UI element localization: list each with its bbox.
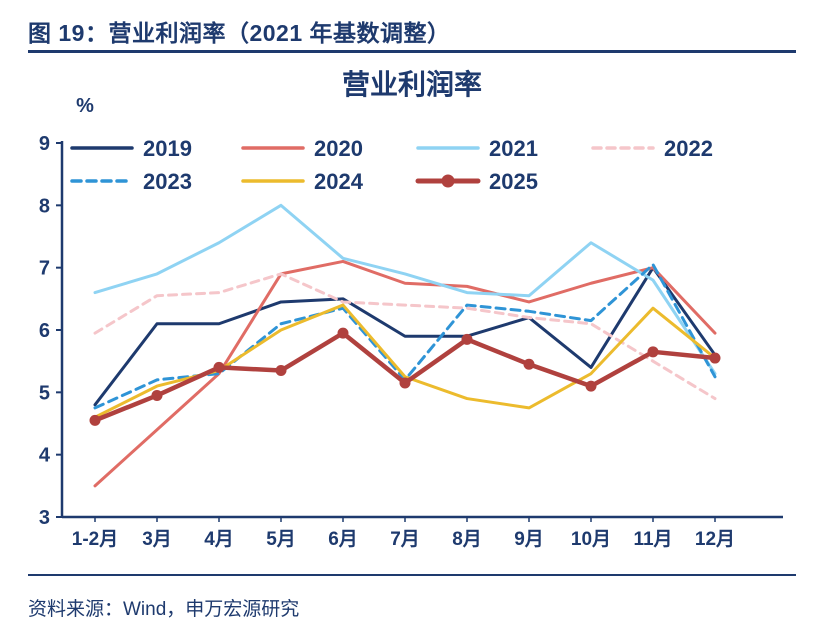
x-tick-label: 10月	[571, 529, 611, 550]
x-tick-labels: 1-2月 3月 4月 5月 6月 7月 8月 9月 10月 11月 12月	[72, 517, 735, 550]
series-marker	[647, 346, 659, 358]
legend-label: 2024	[314, 169, 364, 194]
x-tick-label: 4月	[204, 529, 234, 550]
legend-item-2025: 2025	[415, 169, 538, 194]
y-tick-labels: 3 4 5 6 7 8 9	[39, 133, 62, 529]
series-marker	[337, 327, 349, 339]
legend-marker	[441, 174, 455, 188]
line-chart: 营业利润率% 3 4 5 6 7 8 9 1-2月 3月 4月 5月 6月 7月 8月 9月 10月 11月 12月…	[39, 68, 783, 550]
figure-title: 图 19：营业利润率（2021 年基数调整）	[28, 20, 451, 46]
series-marker	[275, 365, 287, 377]
series-marker	[461, 333, 473, 345]
x-tick-label: 6月	[328, 529, 358, 550]
series-marker	[89, 414, 101, 426]
series-2019	[93, 266, 717, 407]
legend-label: 2020	[314, 136, 363, 161]
y-tick-label: 5	[39, 382, 50, 404]
x-tick-label: 8月	[452, 529, 482, 550]
series-marker	[399, 377, 411, 389]
legend-label: 2022	[664, 136, 713, 161]
y-tick-label: 3	[39, 507, 50, 529]
legend-item-2023: 2023	[70, 169, 192, 194]
source-text: 资料来源：Wind，申万宏源研究	[28, 599, 300, 620]
legend-item-2024: 2024	[241, 169, 364, 194]
chart-area: 营业利润率% 3 4 5 6 7 8 9 1-2月 3月 4月 5月 6月 7月 8月 9月 10月 11月 12月…	[15, 58, 809, 563]
x-tick-label: 11月	[633, 529, 672, 550]
legend-item-2021: 2021	[416, 136, 538, 161]
y-tick-label: 8	[39, 195, 50, 217]
x-tick-label: 3月	[142, 529, 172, 550]
y-tick-label: 9	[39, 133, 50, 155]
series-marker	[213, 361, 225, 373]
series-2025	[89, 327, 721, 426]
series-marker	[709, 352, 721, 364]
x-tick-label: 7月	[390, 529, 420, 550]
x-tick-label: 1-2月	[72, 529, 118, 550]
title-underline	[28, 50, 796, 53]
legend-item-2022: 2022	[591, 136, 713, 161]
y-tick-label: 6	[39, 320, 50, 342]
y-tick-label: 4	[39, 445, 51, 467]
y-axis-unit-label: %	[76, 95, 94, 117]
x-tick-label: 9月	[514, 529, 544, 550]
series-2022	[93, 272, 717, 401]
chart-title: 营业利润率	[342, 68, 482, 100]
source-divider	[28, 574, 796, 576]
legend-label: 2023	[143, 169, 192, 194]
x-tick-label: 5月	[266, 529, 296, 550]
legend-label: 2019	[143, 136, 192, 161]
series-marker	[585, 380, 597, 392]
series-2021	[93, 203, 717, 376]
y-tick-label: 7	[39, 258, 50, 280]
legend-label: 2025	[489, 169, 538, 194]
series-marker	[523, 358, 535, 370]
x-tick-label: 12月	[695, 529, 735, 550]
legend-item-2020: 2020	[241, 136, 363, 161]
series-2020	[93, 259, 717, 488]
legend-item-2019: 2019	[70, 136, 192, 161]
series-marker	[151, 389, 163, 401]
legend-label: 2021	[489, 136, 538, 161]
